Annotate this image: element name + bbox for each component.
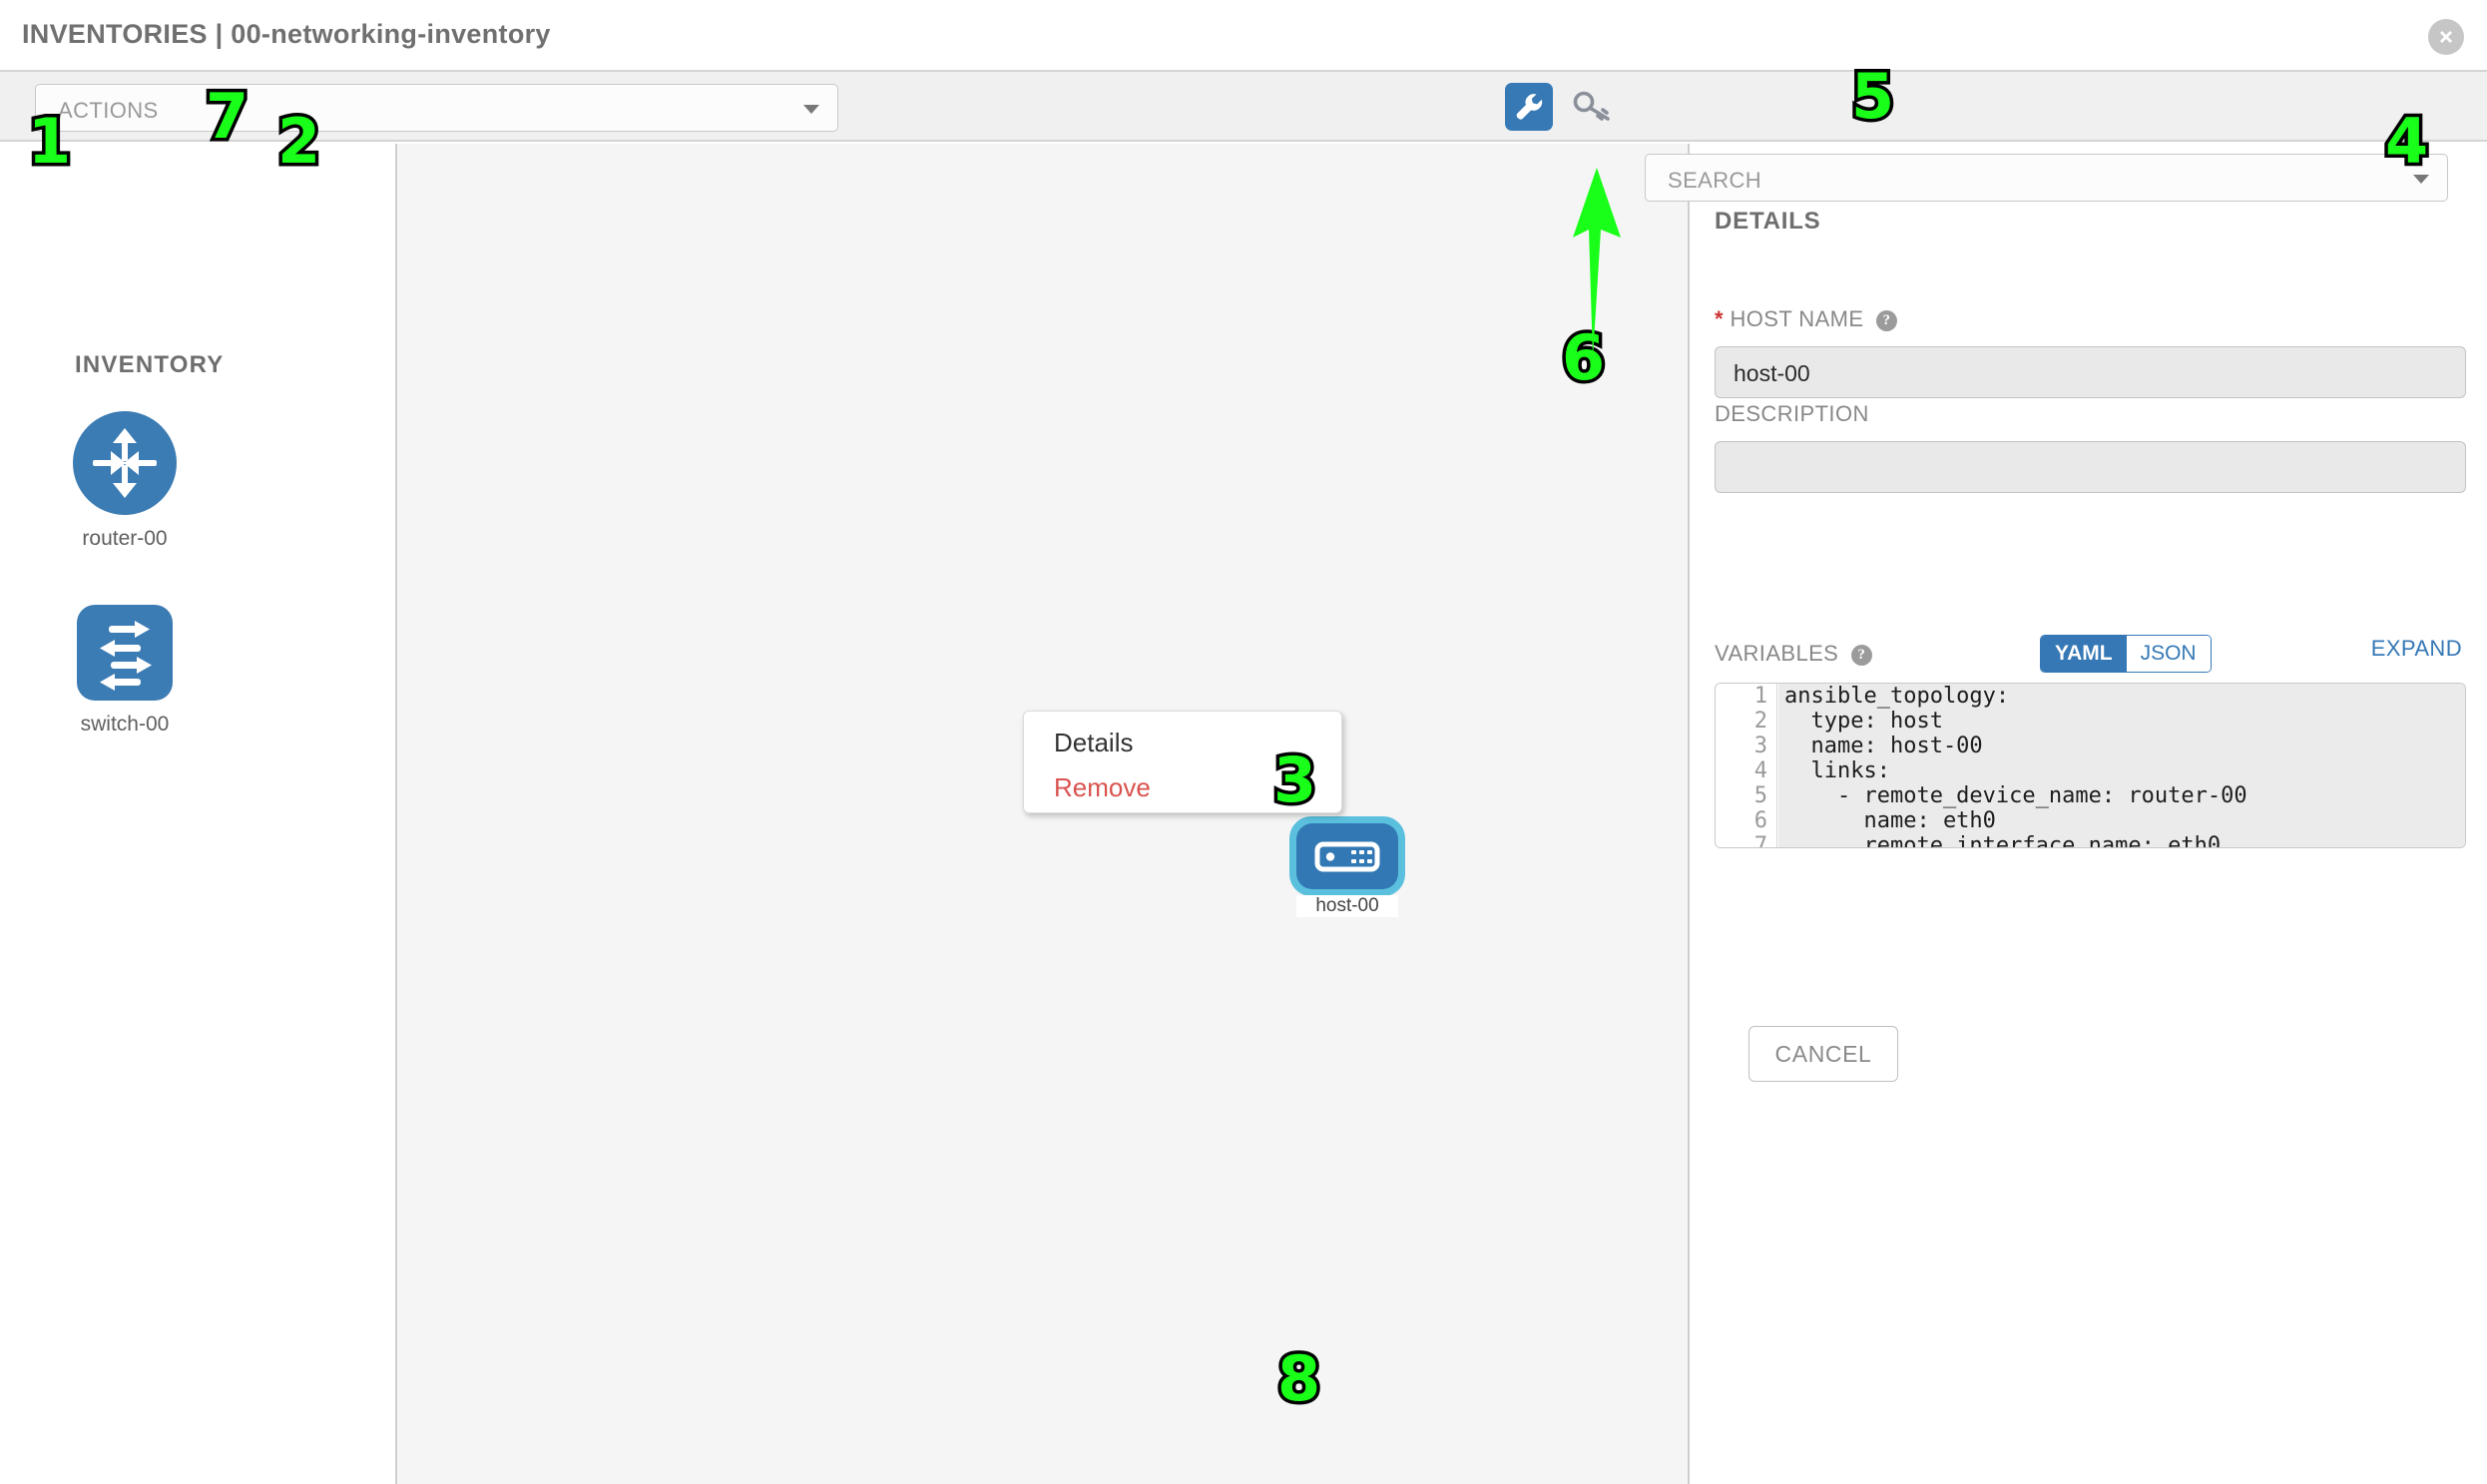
editor-line-number: 5 xyxy=(1753,783,1767,808)
toggle-json[interactable]: JSON xyxy=(2126,636,2211,672)
wrench-icon xyxy=(1516,94,1543,120)
editor-line-number: 6 xyxy=(1753,808,1767,833)
sidebar-item-label: router-00 xyxy=(82,527,168,550)
host-name-value: host-00 xyxy=(1734,360,1810,386)
variables-label-text: VARIABLES xyxy=(1715,641,1839,666)
context-menu: Details Remove xyxy=(1023,711,1342,813)
sidebar-right-border xyxy=(395,144,397,1484)
sidebar-item-label: switch-00 xyxy=(80,713,170,736)
router-icon xyxy=(73,411,177,515)
server-icon xyxy=(1314,841,1380,872)
editor-code-area[interactable]: ansible_topology: type: host name: host-… xyxy=(1778,684,2465,847)
chevron-down-icon xyxy=(803,105,819,114)
description-label: DESCRIPTION xyxy=(1715,401,1869,426)
host-name-label: * HOST NAME ? xyxy=(1715,306,1897,332)
editor-line-number: 1 xyxy=(1753,684,1767,709)
editor-code-line: - remote_device_name: router-00 xyxy=(1784,783,2247,808)
details-title: DETAILS xyxy=(1715,208,1821,235)
sidebar-title: INVENTORY xyxy=(75,351,225,378)
editor-line-number: 3 xyxy=(1753,734,1767,758)
variables-label: VARIABLES ? xyxy=(1715,641,1872,667)
actions-dropdown-label: ACTIONS xyxy=(58,98,159,123)
wrench-button[interactable] xyxy=(1505,83,1553,131)
editor-code-line: links: xyxy=(1784,758,1890,783)
chevron-down-icon[interactable] xyxy=(2413,175,2429,184)
help-circle-icon[interactable]: ? xyxy=(1850,645,1872,666)
expand-link[interactable]: EXPAND xyxy=(2370,636,2462,661)
host-name-label-text: HOST NAME xyxy=(1730,306,1864,331)
page-title: INVENTORIES | 00-networking-inventory xyxy=(22,19,551,49)
cancel-button[interactable]: CANCEL xyxy=(1748,1026,1898,1082)
editor-line-number: 2 xyxy=(1753,709,1767,734)
editor-code-line: remote_interface_name: eth0 xyxy=(1784,833,2222,848)
help-circle-icon[interactable]: ? xyxy=(1876,310,1897,331)
required-marker: * xyxy=(1715,306,1724,331)
context-menu-item-details[interactable]: Details xyxy=(1054,728,1134,757)
actions-dropdown[interactable]: ACTIONS xyxy=(35,84,838,132)
context-menu-item-remove[interactable]: Remove xyxy=(1054,772,1151,802)
switch-icon xyxy=(77,605,173,701)
sidebar-item-switch-00[interactable]: switch-00 xyxy=(25,605,225,737)
editor-line-number: 4 xyxy=(1753,758,1767,783)
canvas-panel[interactable]: host-00 120% xyxy=(397,144,1690,1484)
node-label: host-00 xyxy=(1296,895,1398,917)
sidebar-panel: INVENTORY xyxy=(0,144,397,1484)
host-name-field[interactable]: host-00 xyxy=(1715,346,2466,398)
details-panel: DETAILS * HOST NAME ? host-00 DESCRIPTIO… xyxy=(1690,144,2487,1484)
router-glyph xyxy=(93,428,157,498)
close-glyph xyxy=(2440,31,2452,43)
toolbar: ACTIONS SEARCH xyxy=(0,70,2487,202)
node-body xyxy=(1296,823,1398,889)
variables-format-toggle: YAML JSON xyxy=(2040,635,2212,673)
search-input[interactable]: SEARCH xyxy=(1645,154,2448,202)
editor-code-line: type: host xyxy=(1784,709,1943,734)
key-icon xyxy=(1573,91,1610,121)
canvas-right-border xyxy=(1688,144,1690,1484)
editor-code-line: ansible_topology: xyxy=(1784,684,2010,709)
sidebar-item-router-00[interactable]: router-00 xyxy=(25,411,225,551)
close-icon[interactable] xyxy=(2428,19,2464,55)
editor-line-number: 7 xyxy=(1753,833,1767,848)
switch-glyph xyxy=(100,621,152,691)
key-button[interactable] xyxy=(1569,86,1613,128)
title-bar: INVENTORIES | 00-networking-inventory xyxy=(0,0,2487,70)
toggle-yaml[interactable]: YAML xyxy=(2041,636,2127,672)
search-placeholder-label: SEARCH xyxy=(1668,168,1762,193)
canvas-node-host-00[interactable]: host-00 xyxy=(1289,816,1405,917)
editor-code-line: name: eth0 xyxy=(1784,808,1996,833)
description-field[interactable] xyxy=(1715,441,2466,493)
editor-code-line: name: host-00 xyxy=(1784,734,1983,758)
